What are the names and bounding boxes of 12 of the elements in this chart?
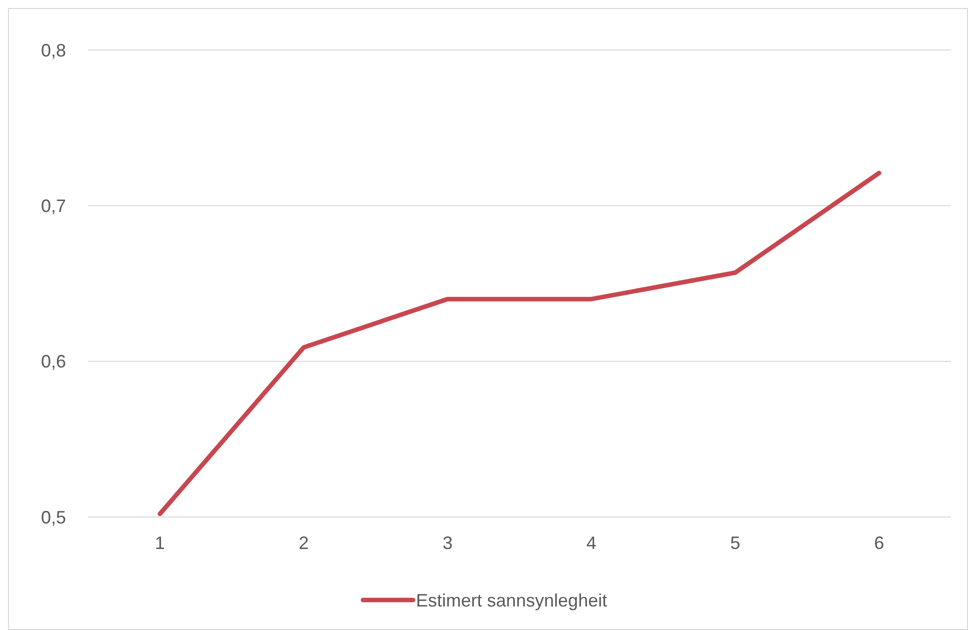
line-series xyxy=(158,170,882,516)
y-tick-label: 0,7 xyxy=(40,196,66,216)
legend-label: Estimert sannsynlegheit xyxy=(416,590,608,610)
x-tick-label: 1 xyxy=(154,533,165,553)
y-tick-label: 0,5 xyxy=(40,507,66,528)
y-tick-label: 0,8 xyxy=(40,40,66,60)
x-tick-label: 4 xyxy=(586,533,596,553)
x-tick-label: 5 xyxy=(730,533,740,553)
x-tick-label: 2 xyxy=(298,533,309,553)
x-tick-label: 6 xyxy=(874,533,884,553)
x-tick-label: 3 xyxy=(442,533,453,553)
y-tick-label: 0,6 xyxy=(40,352,66,372)
